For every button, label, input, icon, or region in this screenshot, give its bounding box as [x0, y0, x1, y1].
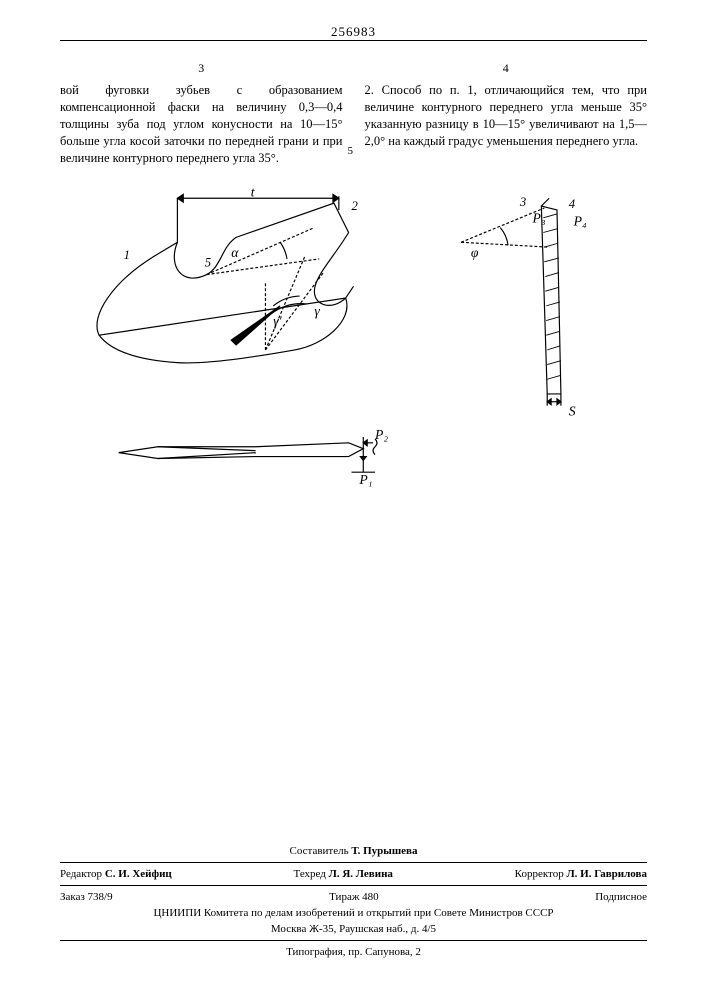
left-column: 3 вой фуговки зубьев с образованием комп…: [60, 60, 343, 167]
compiler-name: Т. Пурышева: [351, 845, 417, 857]
editor-name: С. И. Хейфиц: [105, 868, 172, 880]
label-P2: P₂: [374, 427, 388, 442]
callout-5: 5: [205, 256, 211, 270]
left-column-number: 3: [60, 60, 343, 76]
technical-figure: t α γ γ′ 1 2 5: [60, 185, 647, 505]
right-column-number: 4: [365, 60, 648, 76]
corrector-label: Корректор: [515, 868, 564, 880]
label-S: S: [569, 403, 576, 418]
label-alpha: α: [231, 245, 239, 260]
label-phi: φ: [471, 245, 479, 260]
header-rule: [60, 40, 647, 41]
typography-line: Типография, пр. Сапунова, 2: [60, 944, 647, 960]
imprint-footer: Составитель Т. Пурышева Редактор С. И. Х…: [60, 843, 647, 960]
line-number-5: 5: [348, 145, 354, 157]
right-column: 4 2. Способ по п. 1, отличающийся тем, ч…: [365, 60, 648, 167]
order-number: Заказ 738/9: [60, 891, 113, 903]
label-P4: P₄: [573, 214, 587, 229]
text-columns: 3 вой фуговки зубьев с образованием комп…: [60, 60, 647, 167]
document-number: 256983: [0, 24, 707, 40]
org-line-2: Москва Ж-35, Раушская наб., д. 4/5: [60, 921, 647, 937]
label-P1: P₁: [358, 472, 372, 487]
corrector-name: Л. И. Гаврилова: [566, 868, 647, 880]
editor-label: Редактор: [60, 868, 102, 880]
callout-3: 3: [519, 195, 526, 209]
right-column-text: 2. Способ по п. 1, отличающийся тем, что…: [365, 82, 648, 150]
callout-2: 2: [352, 199, 359, 213]
label-gamma: γ: [314, 304, 320, 319]
tirazh: Тираж 480: [329, 891, 379, 903]
podpisnoe: Подписное: [595, 891, 647, 903]
label-t: t: [251, 185, 256, 199]
label-P3: P₃: [532, 211, 546, 226]
org-line-1: ЦНИИПИ Комитета по делам изобретений и о…: [60, 905, 647, 921]
callout-4: 4: [569, 197, 576, 211]
techred-label: Техред: [294, 868, 326, 880]
techred-name: Л. Я. Левина: [329, 868, 393, 880]
left-column-text: вой фуговки зубьев с образованием компен…: [60, 82, 343, 166]
label-gamma-prime: γ′: [273, 313, 282, 328]
callout-1: 1: [124, 248, 130, 262]
compiler-label: Составитель: [290, 845, 349, 857]
